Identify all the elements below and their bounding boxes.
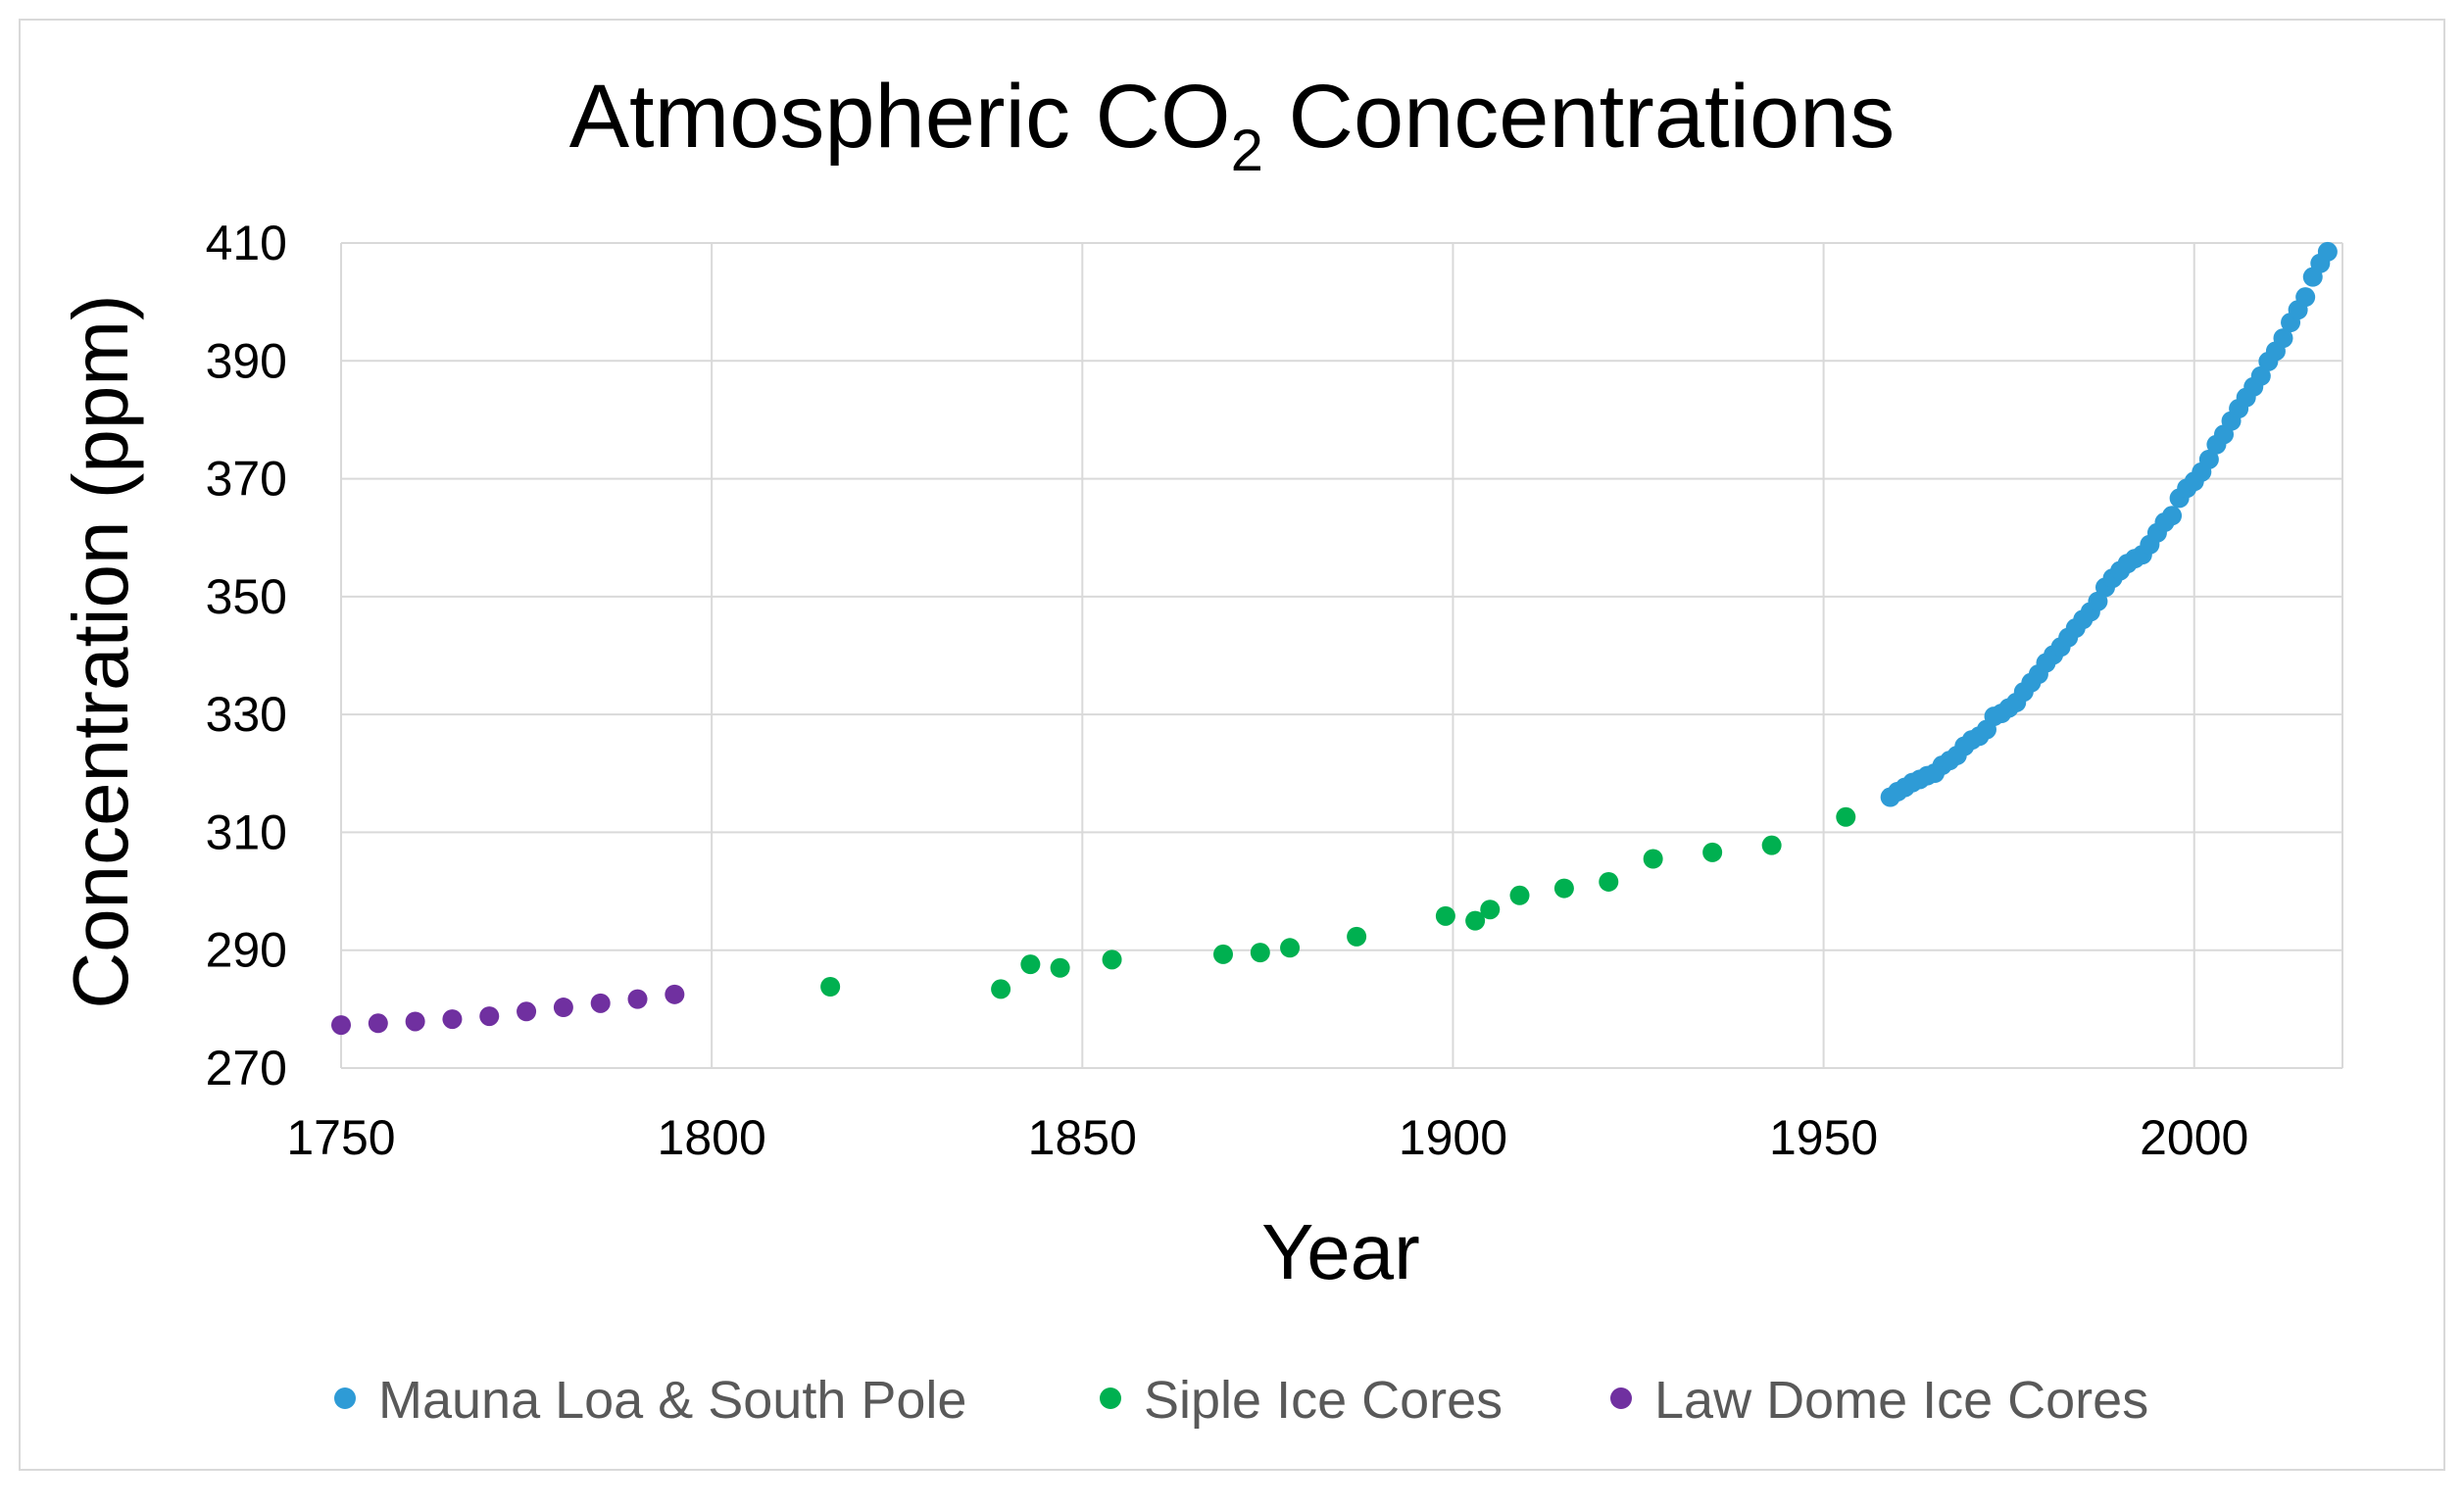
chart-title-subscript: 2	[1231, 118, 1263, 183]
data-point	[2295, 287, 2316, 308]
data-point	[331, 1015, 351, 1036]
chart-title: Atmospheric CO2 Concentrations	[569, 67, 1896, 183]
data-point	[665, 984, 685, 1004]
data-point	[590, 993, 611, 1013]
x-tick-label: 1950	[1769, 1110, 1878, 1165]
legend-item: Law Dome Ice Cores	[1610, 1371, 2148, 1430]
data-point	[1102, 949, 1122, 970]
x-tick-label: 1900	[1399, 1110, 1507, 1165]
x-tick-labels: 1750 1800 1850 1900 1950 2000	[286, 1110, 2248, 1165]
data-point	[479, 1006, 500, 1027]
y-tick-label: 410	[206, 216, 287, 270]
data-point	[368, 1013, 388, 1034]
series-2	[331, 984, 685, 1036]
data-point	[1020, 954, 1041, 975]
legend-label: Law Dome Ice Cores	[1654, 1371, 2148, 1430]
legend-label: Siple Ice Cores	[1144, 1371, 1503, 1430]
data-point	[1050, 957, 1070, 978]
legend-marker	[334, 1387, 356, 1409]
y-tick-labels: 270 290 310 330 350 370 390 410	[206, 216, 287, 1095]
data-point	[1212, 944, 1233, 964]
y-tick-label: 270	[206, 1041, 287, 1095]
legend-item: Mauna Loa & South Pole	[334, 1371, 966, 1430]
data-point	[1599, 871, 1619, 892]
y-tick-label: 370	[206, 452, 287, 507]
data-point	[553, 998, 573, 1018]
legend: Mauna Loa & South Pole Siple Ice Cores Law…	[334, 1371, 2148, 1430]
data-point	[2198, 449, 2219, 469]
x-tick-label: 1800	[658, 1110, 766, 1165]
data-point	[1761, 835, 1782, 855]
x-tick-label: 1850	[1028, 1110, 1137, 1165]
chart-frame	[19, 19, 2445, 1471]
data-point	[1347, 926, 1367, 947]
data-point	[2317, 241, 2338, 262]
data-point	[517, 1001, 537, 1022]
legend-marker	[1100, 1387, 1121, 1409]
chart-title-suffix: Concentrations	[1263, 67, 1895, 167]
data-point	[1480, 900, 1501, 920]
y-tick-label: 310	[206, 804, 287, 859]
series-1	[820, 806, 1856, 999]
data-point	[2273, 328, 2293, 349]
data-point	[1465, 910, 1486, 931]
data-point	[1509, 885, 1530, 905]
data-point	[405, 1011, 425, 1032]
data-point	[1553, 878, 1574, 899]
data-point	[991, 979, 1011, 999]
legend-item: Siple Ice Cores	[1100, 1371, 1503, 1430]
data-points	[331, 241, 2338, 1036]
data-point	[1702, 842, 1723, 862]
x-tick-label: 2000	[2140, 1110, 2248, 1165]
data-point	[627, 989, 648, 1009]
data-point	[2162, 506, 2183, 526]
data-point	[820, 977, 841, 998]
y-tick-label: 390	[206, 333, 287, 388]
data-point	[1643, 849, 1663, 869]
data-point	[1280, 938, 1301, 958]
y-tick-label: 290	[206, 923, 287, 978]
data-point	[442, 1009, 463, 1030]
y-axis-title: Concentration (ppm)	[57, 294, 144, 1008]
data-point	[1250, 943, 1270, 963]
data-point	[1836, 806, 1856, 827]
x-axis-title: Year	[1261, 1208, 1420, 1295]
legend-label: Mauna Loa & South Pole	[378, 1371, 966, 1430]
data-point	[2250, 365, 2271, 386]
chart-title-main: Atmospheric CO	[569, 67, 1231, 167]
legend-marker	[1610, 1387, 1632, 1409]
data-point	[1435, 905, 1455, 926]
y-tick-label: 350	[206, 569, 287, 624]
series-0	[1880, 241, 2338, 807]
x-tick-label: 1750	[286, 1110, 395, 1165]
y-tick-label: 330	[206, 687, 287, 742]
